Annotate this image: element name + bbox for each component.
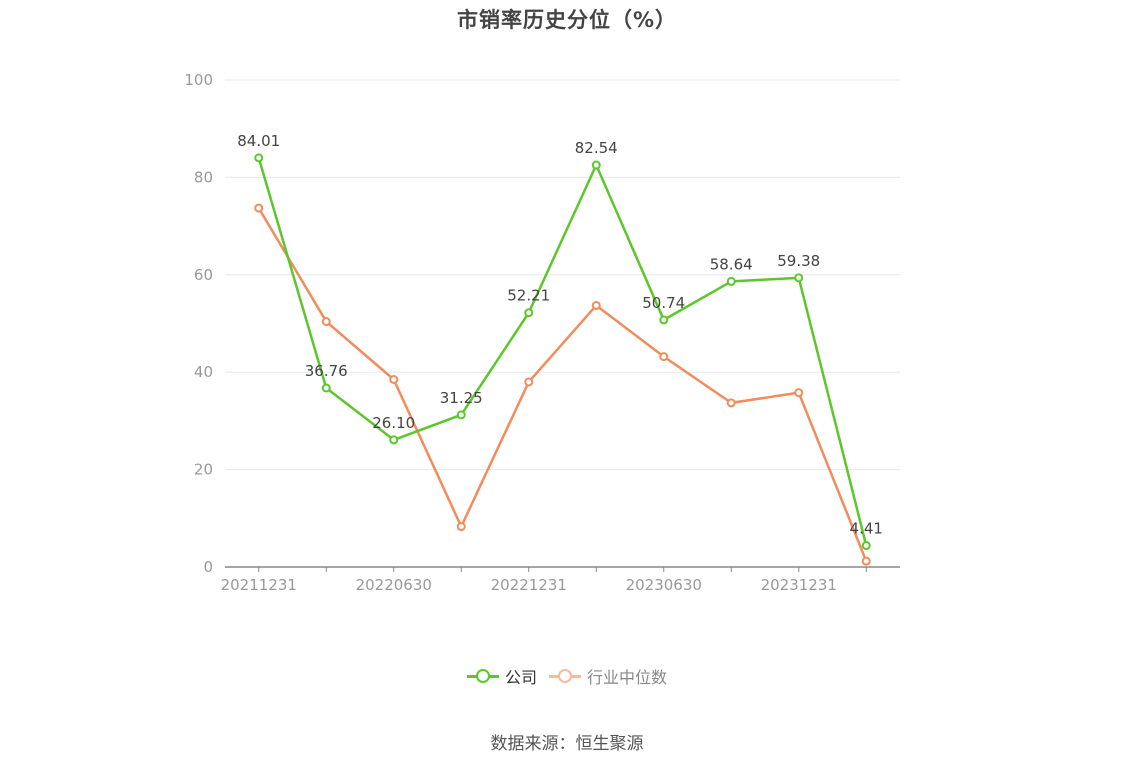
legend-company-swatch-icon <box>466 669 499 683</box>
data-point <box>726 276 736 286</box>
y-tick-label: 80 <box>194 168 213 186</box>
x-tick-label: 20230630 <box>626 576 702 594</box>
data-point <box>861 541 871 551</box>
y-axis-ticks: 0 20 40 60 80 100 <box>184 71 213 576</box>
data-point <box>591 300 601 310</box>
data-labels: 84.01 36.76 26.10 31.25 52.21 82.54 50.74 58.64… <box>237 132 883 538</box>
data-point <box>254 153 264 163</box>
series-layer <box>254 153 871 566</box>
legend: 公司 行业中位数 <box>0 664 1134 688</box>
data-point <box>456 410 466 420</box>
data-label: 4.41 <box>850 520 883 538</box>
data-label: 58.64 <box>710 255 753 273</box>
data-point <box>659 315 669 325</box>
data-point <box>726 398 736 408</box>
chart-title: 市销率历史分位（%） <box>456 8 678 32</box>
legend-item-company[interactable]: 公司 <box>466 664 537 688</box>
y-tick-label: 60 <box>194 266 213 284</box>
data-label: 31.25 <box>440 389 483 407</box>
data-point <box>389 375 399 385</box>
x-tick-label: 20221231 <box>491 576 567 594</box>
data-point <box>659 352 669 362</box>
x-tick-label: 20220630 <box>356 576 432 594</box>
data-label: 52.21 <box>507 287 550 305</box>
data-label: 36.76 <box>305 362 348 380</box>
data-label: 50.74 <box>642 294 685 312</box>
legend-item-industry[interactable]: 行业中位数 <box>549 664 667 688</box>
data-point <box>861 556 871 566</box>
series-line <box>257 157 868 546</box>
data-point <box>321 383 331 393</box>
legend-industry-swatch-icon <box>549 669 581 683</box>
data-label: 59.38 <box>777 252 820 270</box>
data-point <box>794 273 804 283</box>
data-point <box>456 522 466 532</box>
data-point <box>254 203 264 213</box>
legend-company-label: 公司 <box>504 668 537 687</box>
data-point <box>389 435 399 445</box>
y-tick-label: 20 <box>194 461 213 479</box>
x-tick-label: 20211231 <box>221 576 297 594</box>
data-point <box>321 317 331 327</box>
legend-industry-label: 行业中位数 <box>587 668 668 687</box>
y-tick-label: 40 <box>194 363 213 381</box>
data-label: 84.01 <box>237 132 280 150</box>
data-point <box>591 160 601 170</box>
data-point <box>794 388 804 398</box>
data-point <box>524 308 534 318</box>
y-tick-label: 0 <box>203 558 213 576</box>
series-line <box>257 207 868 562</box>
data-label: 26.10 <box>372 414 415 432</box>
x-axis: 20211231 20220630 20221231 20230630 20231231 <box>221 566 900 594</box>
x-tick-label: 20231231 <box>761 576 837 594</box>
data-point <box>524 377 534 387</box>
data-source: 数据来源：恒生聚源 <box>490 734 644 754</box>
grid-lines <box>225 79 900 471</box>
data-label: 82.54 <box>575 139 618 157</box>
y-tick-label: 100 <box>184 71 213 89</box>
